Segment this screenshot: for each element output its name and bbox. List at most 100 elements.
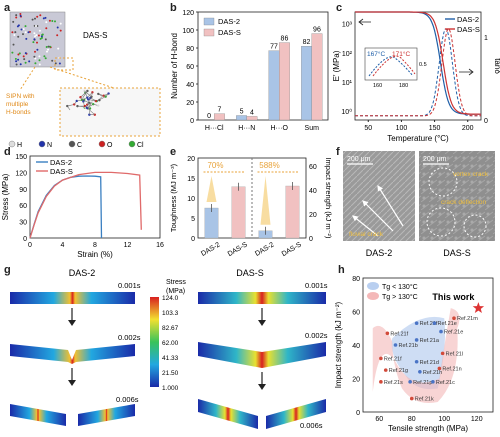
h-point-label: Ref.21f <box>420 321 438 327</box>
b-bar-value: 82 <box>303 39 311 46</box>
colorbar-tick-label: 41.33 <box>162 355 179 362</box>
atom <box>88 107 92 110</box>
h-point <box>432 321 437 326</box>
d-ytick-label: 120 <box>15 170 27 177</box>
atom-dot <box>47 45 50 48</box>
bond <box>88 99 96 102</box>
h-bond-network <box>66 89 110 116</box>
colorbar-tick-label: 21.50 <box>162 370 179 377</box>
b-bar-das-s <box>214 113 225 121</box>
h-legend-label: Tg < 130°C <box>382 283 418 291</box>
panel-label-c: c <box>336 2 343 14</box>
h-point <box>414 321 419 326</box>
panel-label-h: h <box>338 264 345 276</box>
h-point-label: Ref.21s <box>384 380 403 386</box>
atom-dot <box>25 37 28 40</box>
d-xtick-label: 12 <box>124 242 132 249</box>
panel-label-d: d <box>4 146 11 158</box>
c-ytick-label: 10⁰ <box>341 108 352 116</box>
panel-label-g: g <box>4 264 11 276</box>
b-ytick-label: 100 <box>182 28 194 35</box>
crack-deflection-note: crack deflection <box>441 199 487 206</box>
e-annotation: 588% <box>259 161 279 170</box>
d-xtick-label: 16 <box>156 242 164 249</box>
b-bar-value: 77 <box>270 44 278 51</box>
colorbar-tick-label: 1.000 <box>162 385 179 392</box>
h-region-low-tg <box>391 316 446 390</box>
beam-dass-t1 <box>198 292 326 304</box>
atom-legend-h-dot <box>8 140 16 148</box>
atom-dot <box>45 21 48 24</box>
c-inset-das2 <box>368 56 414 77</box>
atom-dot <box>38 59 41 62</box>
e-ytick-label: 5 <box>191 216 195 223</box>
e-annotation: 70% <box>207 161 223 170</box>
b-ytick-label: 0 <box>190 118 194 125</box>
h-xtick-label: 100 <box>438 416 450 423</box>
panel-e-toughness-chart: 0 5 10 15 20 0 20 40 60 Toughness (MJ m⁻³) Impact … <box>169 156 333 258</box>
h-point-label: Ref.21e <box>438 321 457 327</box>
atom-dot <box>56 26 59 29</box>
atom-dot <box>24 52 27 55</box>
b-bar-das-s <box>311 33 323 121</box>
e-category-label: DAS-S <box>227 241 249 258</box>
atom-dot <box>41 36 43 39</box>
atom-dot <box>12 43 15 46</box>
atom-dot <box>54 62 57 65</box>
atom-dot <box>45 27 48 30</box>
atom-dot <box>34 35 36 38</box>
colorbar-tick-label: 103.3 <box>162 310 179 317</box>
e-ytick-label: 0 <box>191 236 195 243</box>
atom-legend-cl-label: Cl <box>137 142 144 149</box>
molecular-box-dots <box>11 13 62 66</box>
atom-dot <box>44 57 47 60</box>
panel-label-e: e <box>170 146 177 158</box>
h-point-label: Ref.21f <box>390 331 408 337</box>
h-point-label: Ref.21a <box>420 338 440 344</box>
c-xtick-label: 100 <box>396 125 408 132</box>
bond <box>87 108 95 115</box>
atom-dot <box>42 17 45 20</box>
beam-das2-t1 <box>10 292 135 304</box>
bond <box>80 90 88 98</box>
b-bar-value: 86 <box>281 36 289 43</box>
colorbar-ticks: 124.0 103.3 82.67 62.00 41.33 21.50 1.000 <box>162 295 179 392</box>
beam-das2-t3b <box>78 404 135 426</box>
atom-dot <box>36 41 38 44</box>
time-das2-1: 0.001s <box>118 281 141 290</box>
h-point-label: Ref.21e <box>444 330 463 336</box>
d-ylabel: Stress (MPa) <box>1 173 10 220</box>
c-modulus-das-s <box>355 11 481 115</box>
h-point-label: Ref.21h <box>423 370 442 376</box>
b-bar-das-2 <box>268 50 280 121</box>
atom-dot <box>33 55 36 58</box>
h-point <box>379 380 383 384</box>
h-point <box>385 331 390 336</box>
h-point-label: Ref.21m <box>457 316 478 322</box>
atom-dot <box>15 60 18 63</box>
atom-dot <box>17 58 20 61</box>
atom-dot <box>35 34 38 37</box>
colorbar-tick-label: 62.00 <box>162 340 179 347</box>
atom-legend-n-dot <box>38 140 46 148</box>
atom-dot <box>39 14 42 17</box>
beam-dass-t3a <box>198 399 258 429</box>
atom-dot <box>34 17 36 20</box>
e-y2tick-label: 60 <box>309 164 317 171</box>
e-y2label: Impact strength (kJ m⁻²) <box>324 157 333 239</box>
c-inset-dass <box>372 55 416 77</box>
b-bar-value: 7 <box>217 107 221 114</box>
fea-title-das2: DAS-2 <box>69 268 96 278</box>
atom-dot <box>13 34 16 36</box>
h-point-label: Ref.21d <box>420 360 439 366</box>
d-plot-frame <box>29 155 161 239</box>
beam-dass-t3b <box>266 399 326 429</box>
h-ylabel: Impact strength (kJ m⁻²) <box>334 301 343 388</box>
c-left-arrow <box>358 18 371 26</box>
h-point <box>431 380 435 384</box>
h-point <box>414 338 419 342</box>
vortex-crack-note: vortex crack <box>453 171 489 178</box>
c-y2label: tanδ <box>493 58 500 74</box>
stress-colorbar <box>150 297 159 387</box>
